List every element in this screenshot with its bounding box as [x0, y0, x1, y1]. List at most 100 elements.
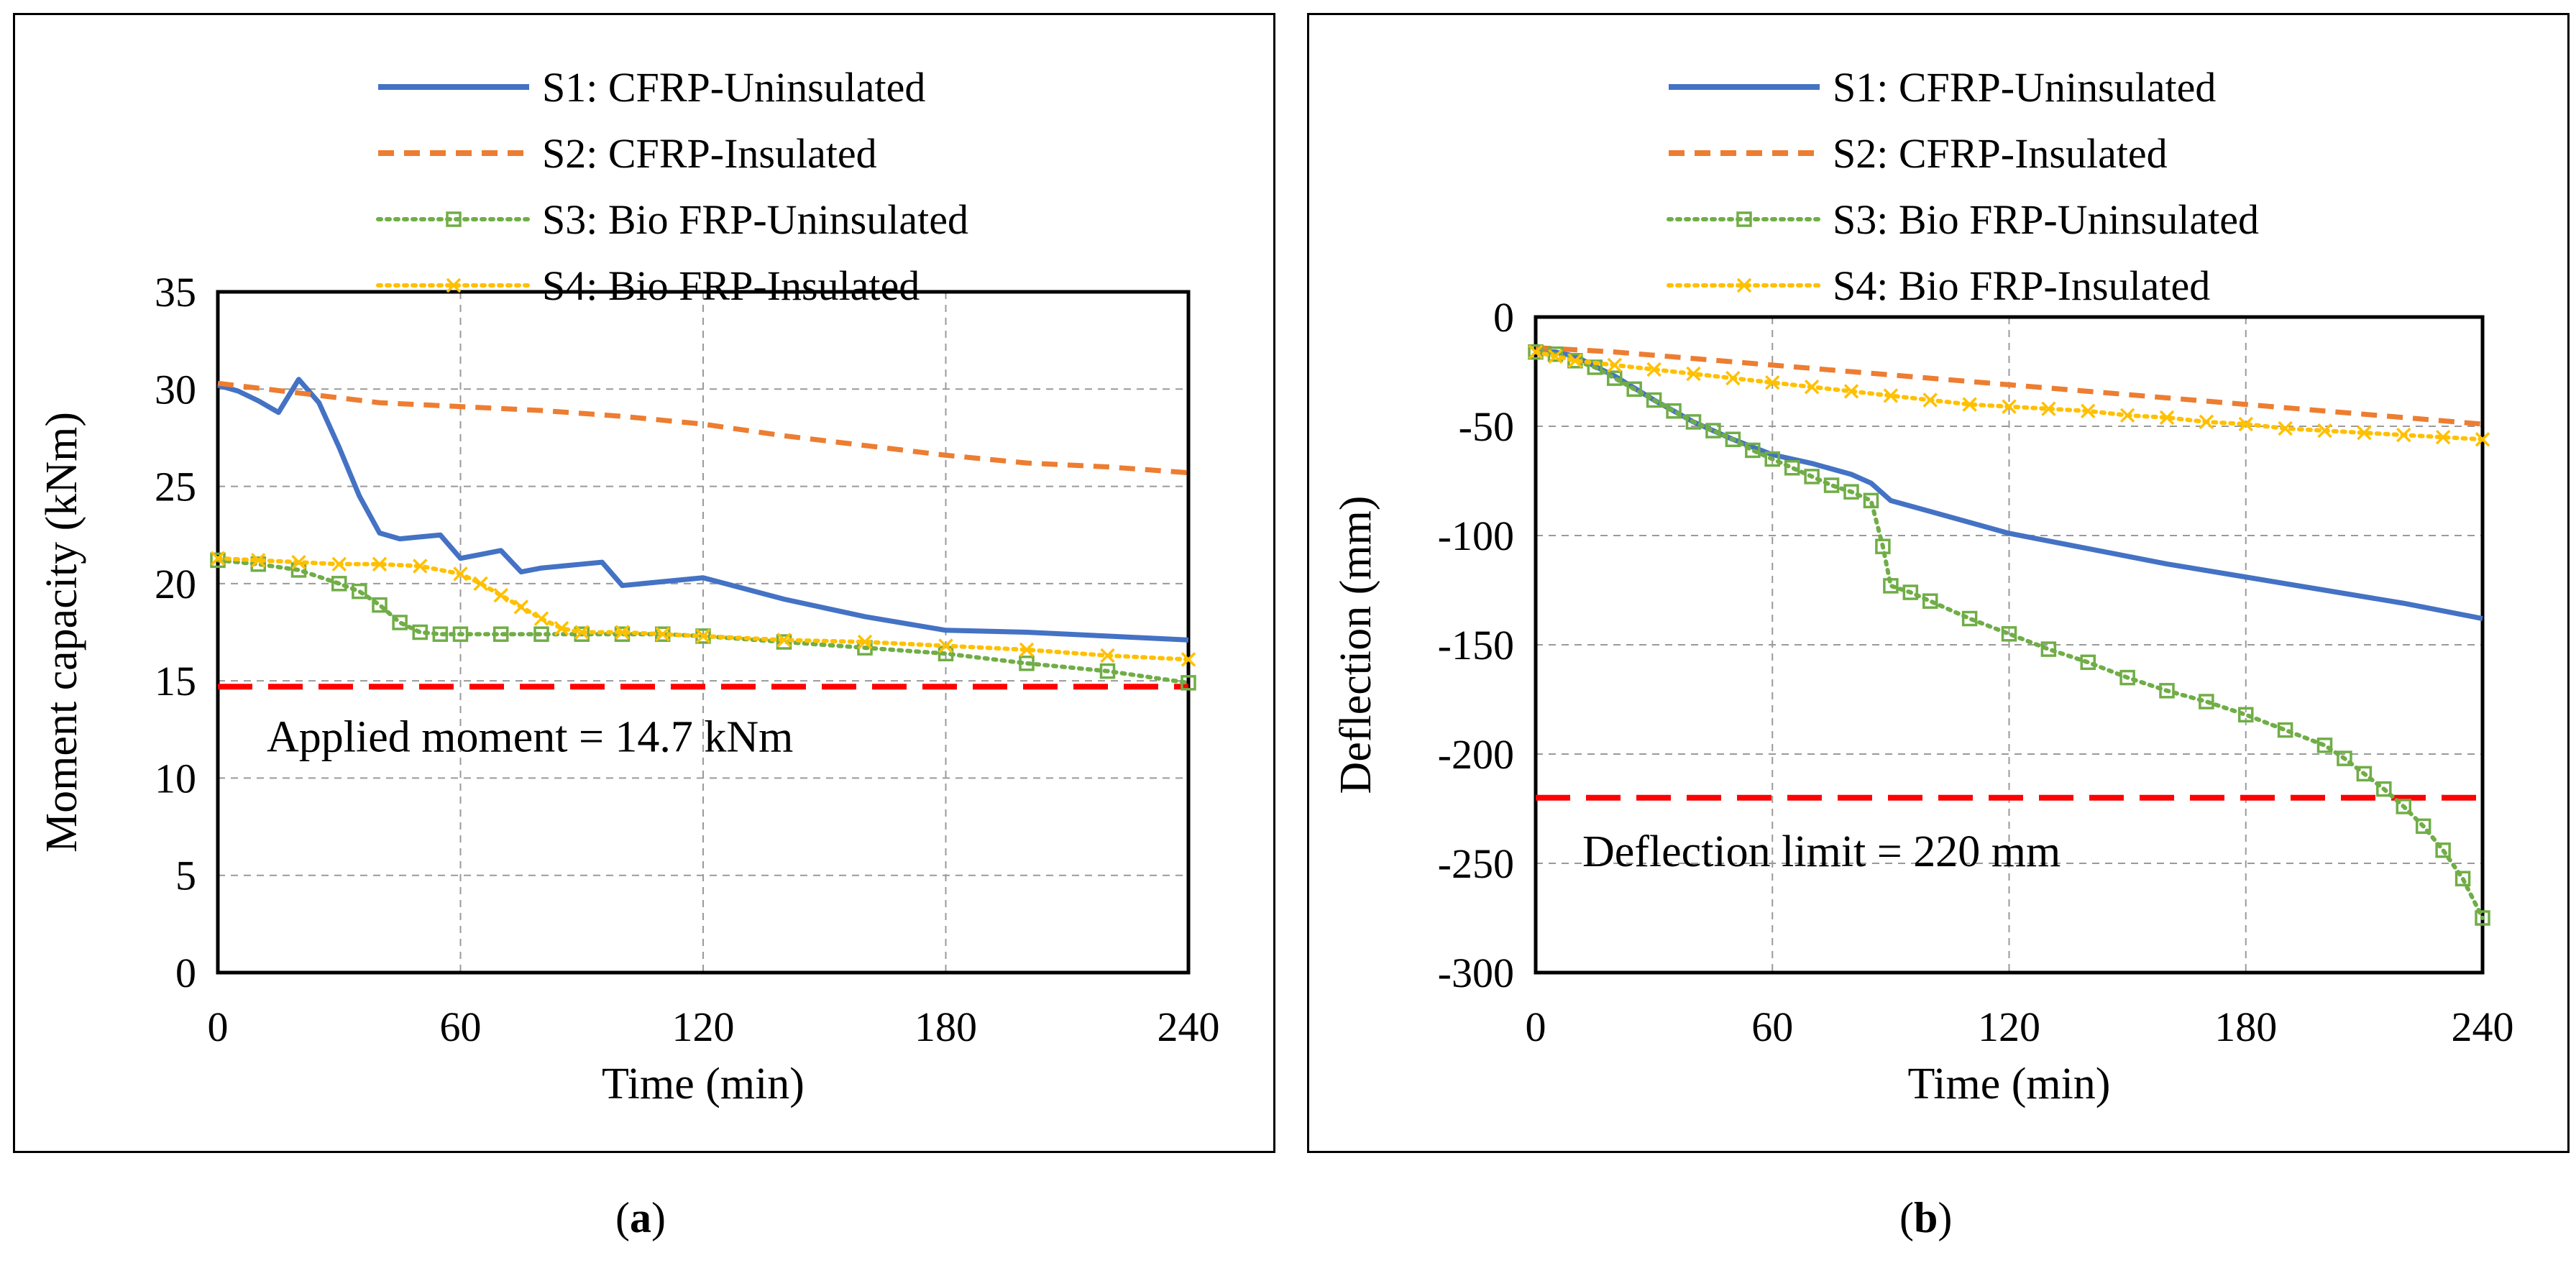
data-point-s4 [1883, 388, 1899, 403]
panel-b: 0 60 120 180 240 -300 -250 -200 -150 -100 -50 0 Time… [1307, 13, 2570, 1153]
caption-a: (a) [615, 1194, 666, 1241]
data-point-s4 [2119, 408, 2135, 423]
data-point-s4 [2199, 414, 2214, 430]
data-point-s3 [533, 626, 549, 642]
data-point-s3 [432, 626, 449, 642]
data-point-s4 [1686, 366, 1701, 382]
data-point-s4 [513, 600, 529, 615]
legend-label-s3: S3: Bio FRP-Uninsulated [542, 196, 968, 243]
data-point-s4 [1607, 357, 1622, 373]
x-axis-label: Time (min) [1908, 1060, 2111, 1108]
data-point-s4 [251, 553, 266, 568]
y-tick-label: 0 [1493, 294, 1514, 341]
legend-marker-s3 [446, 211, 462, 227]
data-point-s3 [1725, 431, 1741, 447]
data-point-s4 [574, 625, 590, 640]
chart-b-svg: 0 60 120 180 240 -300 -250 -200 -150 -100 -50 0 Time… [1331, 64, 2514, 1108]
y-tick-label: -300 [1438, 950, 1514, 996]
data-point-s4 [2278, 421, 2293, 436]
limit-annotation: Deflection limit = 220 mm [1582, 827, 2061, 876]
x-tick-label: 180 [915, 1003, 977, 1050]
data-point-s3 [2277, 722, 2293, 738]
data-point-s4 [655, 626, 670, 642]
data-point-s3 [2001, 626, 2017, 642]
data-point-s4 [453, 566, 468, 582]
y-tick-label: -100 [1438, 513, 1514, 559]
data-point-s4 [776, 633, 792, 648]
y-tick-label: 20 [155, 561, 196, 607]
data-point-s3 [1883, 578, 1899, 594]
x-tick-label: 180 [2214, 1003, 2277, 1050]
data-point-s3 [331, 576, 347, 592]
legend-marker-s4 [446, 277, 462, 293]
caption-b-letter: b [1913, 1194, 1938, 1241]
x-axis-label: Time (min) [602, 1060, 805, 1108]
data-point-s4 [695, 628, 711, 644]
data-point-s3 [1823, 477, 1840, 493]
data-point-s3 [210, 552, 226, 569]
data-point-s4 [533, 611, 549, 626]
data-point-s4 [2002, 399, 2017, 414]
data-point-s3 [1019, 656, 1035, 671]
series-line-s2 [217, 380, 1189, 476]
data-point-s4 [554, 620, 569, 636]
data-point-s4 [1528, 344, 1544, 359]
data-point-s3 [352, 583, 367, 600]
data-point-s3 [1922, 593, 1938, 609]
data-point-s3 [2454, 871, 2471, 887]
plot-area-frame [216, 290, 1191, 975]
data-point-s3 [452, 626, 469, 642]
data-point-s4 [1100, 648, 1115, 663]
x-tick-label: 60 [440, 1003, 482, 1050]
y-tick-label: 10 [155, 755, 196, 802]
data-point-s4 [1962, 397, 1977, 412]
data-point-s4 [1843, 384, 1859, 399]
data-point-s4 [615, 625, 630, 640]
data-point-s4 [331, 556, 347, 572]
data-point-s4 [1765, 375, 1780, 390]
panel-a: 0 60 120 180 240 0 5 10 15 20 25 30 35 Time (min) Mome… [13, 13, 1275, 1153]
data-point-s3 [412, 624, 428, 640]
x-tick-label: 120 [672, 1003, 735, 1050]
data-point-s3 [2080, 654, 2096, 671]
x-tick-label: 240 [1158, 1003, 1220, 1050]
legend-marker-s4 [1736, 277, 1752, 293]
x-tick-label: 0 [1526, 1003, 1546, 1050]
data-point-s3 [372, 597, 388, 613]
data-point-s3 [1875, 538, 1891, 554]
data-point-s4 [2475, 432, 2490, 447]
data-point-s4 [857, 634, 873, 650]
data-point-s3 [2376, 781, 2392, 797]
data-point-s3 [1863, 492, 1879, 509]
data-point-s4 [2435, 429, 2451, 445]
data-point-s3 [574, 626, 590, 642]
data-point-s4 [2317, 423, 2332, 438]
data-point-s4 [1646, 362, 1661, 377]
y-tick-label: -250 [1438, 840, 1514, 887]
chart-a-svg: 0 60 120 180 240 0 5 10 15 20 25 30 35 Time (min) Mome… [37, 64, 1220, 1108]
data-point-s3 [2396, 799, 2411, 814]
legend-label-s2: S2: CFRP-Insulated [542, 130, 877, 177]
data-point-s4 [210, 551, 226, 566]
y-tick-label: 15 [155, 658, 196, 704]
legend-label-s3: S3: Bio FRP-Uninsulated [1833, 196, 2259, 243]
data-point-s4 [1922, 392, 1938, 408]
data-point-s3 [1607, 370, 1623, 386]
data-point-s4 [1181, 652, 1196, 667]
data-point-s4 [413, 559, 428, 574]
data-point-s4 [2357, 425, 2372, 441]
data-point-s3 [1528, 344, 1544, 360]
data-point-s4 [2396, 427, 2411, 443]
data-point-s3 [2356, 766, 2373, 782]
legend-label-s4: S4: Bio FRP-Insulated [542, 262, 920, 309]
data-point-s3 [1843, 484, 1859, 500]
legend-label-s4: S4: Bio FRP-Insulated [1833, 262, 2210, 309]
y-tick-label: 35 [155, 269, 196, 316]
data-point-s3 [250, 556, 266, 572]
data-point-s4 [1548, 349, 1563, 364]
data-point-s4 [1725, 370, 1741, 386]
data-point-s3 [1745, 442, 1761, 459]
legend-label-s1: S1: CFRP-Uninsulated [1833, 64, 2216, 111]
data-point-s3 [1685, 414, 1702, 430]
x-tick-label: 240 [2452, 1003, 2514, 1050]
